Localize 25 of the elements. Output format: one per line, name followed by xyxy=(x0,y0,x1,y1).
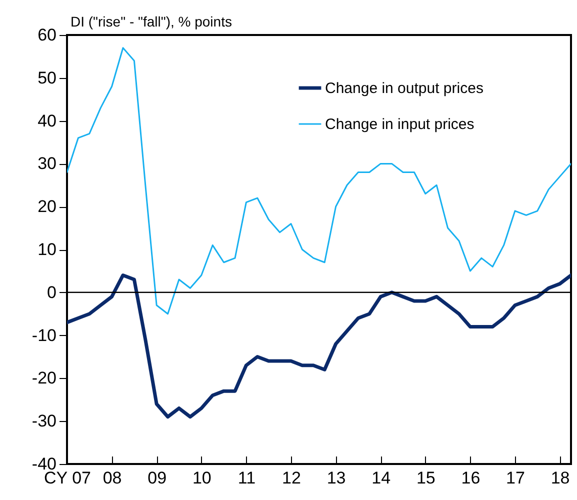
x-tick-label: 14 xyxy=(372,468,391,488)
x-tick-label: CY 07 xyxy=(44,468,91,488)
x-tick-label: 13 xyxy=(326,468,346,488)
x-tick-label: 11 xyxy=(238,468,256,488)
y-tick-label: 50 xyxy=(38,68,56,88)
y-tick-label: 20 xyxy=(38,197,56,216)
y-tick-label: -30 xyxy=(32,412,56,431)
y-axis-title: DI ("rise" - "fall"), % points xyxy=(70,14,232,30)
x-tick-label: 18 xyxy=(550,468,570,488)
y-tick-label: 0 xyxy=(47,282,56,302)
x-tick-label: 12 xyxy=(282,468,301,488)
x-tick-label: 10 xyxy=(192,468,212,488)
x-tick-label: 17 xyxy=(506,468,525,488)
y-tick-label: 40 xyxy=(38,111,56,130)
x-tick-label: 16 xyxy=(461,468,480,488)
x-tick-label: 09 xyxy=(148,468,167,488)
y-tick-label: -10 xyxy=(32,326,56,345)
x-tick-label: 08 xyxy=(102,468,122,488)
x-tick-label: 15 xyxy=(416,468,436,488)
legend-label: Change in input prices xyxy=(325,116,474,133)
y-tick-label: -20 xyxy=(32,368,56,388)
y-tick-label: 60 xyxy=(38,26,56,44)
legend-label: Change in output prices xyxy=(325,80,484,97)
y-tick-label: 30 xyxy=(38,154,56,174)
y-tick-label: 10 xyxy=(38,240,56,259)
